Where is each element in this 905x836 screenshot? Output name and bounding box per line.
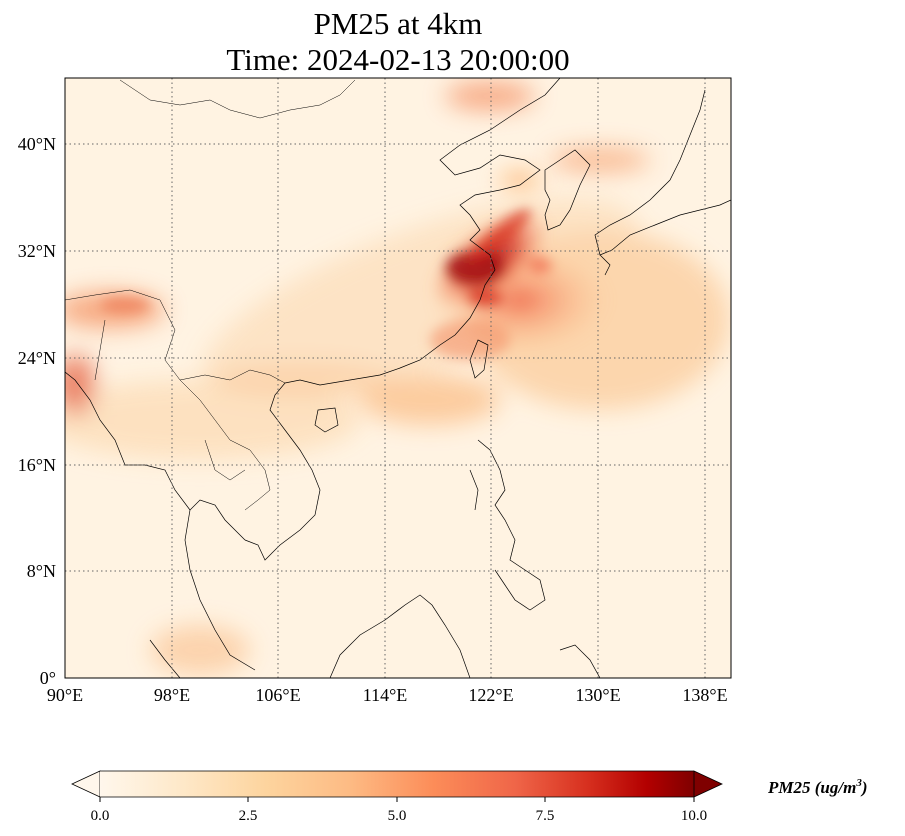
- lon-label-114e: 114°E: [363, 685, 408, 705]
- lon-label-130e: 130°E: [575, 685, 620, 705]
- graticule: [65, 78, 731, 678]
- colorbar-label: PM25 (ug/m3): [767, 777, 867, 797]
- colorbar-tick-5: 5.0: [388, 808, 407, 824]
- colorbar-extend-low: [71, 770, 101, 798]
- lat-label-40n: 40°N: [18, 134, 56, 154]
- lat-label-24n: 24°N: [18, 348, 56, 368]
- lon-label-138e: 138°E: [682, 685, 727, 705]
- lat-label-32n: 32°N: [18, 241, 56, 261]
- colorbar-tick-10: 10.0: [681, 808, 707, 824]
- map-title-time: Time: 2024-02-13 20:00:00: [226, 42, 570, 77]
- lon-label-122e: 122°E: [468, 685, 513, 705]
- colorbar-extend-high: [693, 770, 723, 798]
- lon-label-106e: 106°E: [255, 685, 300, 705]
- lon-label-90e: 90°E: [47, 685, 83, 705]
- map-title-variable: PM25 at 4km: [313, 6, 483, 41]
- colorbar-gradient: [100, 771, 694, 797]
- coastlines: [65, 78, 731, 678]
- lat-label-0: 0°: [40, 668, 56, 688]
- colorbar-tick-7-5: 7.5: [536, 808, 555, 824]
- lat-label-8n: 8°N: [27, 561, 56, 581]
- map-frame: [64, 77, 732, 679]
- pm25-field: [65, 78, 731, 678]
- lon-label-98e: 98°E: [154, 685, 190, 705]
- colorbar-tick-2-5: 2.5: [239, 808, 258, 824]
- colorbar: 0.0 2.5 5.0 7.5 10.0 PM25 (ug/m3): [71, 770, 867, 824]
- colorbar-tick-0: 0.0: [91, 808, 110, 824]
- lat-label-16n: 16°N: [18, 455, 56, 475]
